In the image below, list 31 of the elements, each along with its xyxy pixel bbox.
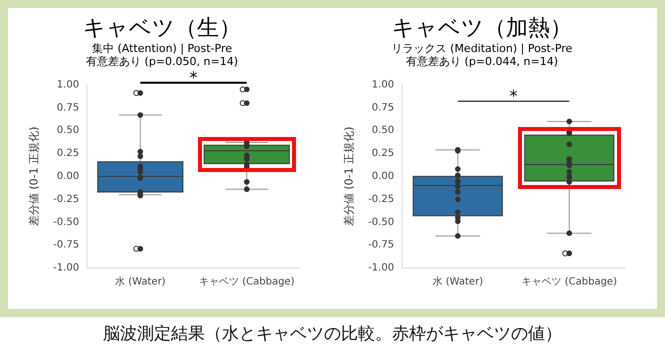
y-tick-label: -0.25 — [53, 194, 80, 205]
y-tick-label: -1.00 — [53, 262, 80, 274]
chart-title: キャベツ（加熱） — [392, 16, 572, 41]
text: 脳波測定結果（水とキャベツの比較。赤枠がキャベツの値） — [102, 323, 563, 345]
x-tick-label: キャベツ (Cabbage) — [199, 276, 295, 288]
y-tick-label: 0.75 — [372, 102, 394, 114]
y-tick-label: -0.75 — [368, 240, 394, 251]
y-tick-label: -0.50 — [368, 216, 394, 228]
chart-subtitle: リラックス (Meditation) | Post-Pre 有意差あり (p=0.044, n=14) — [392, 42, 573, 68]
y-tick-label: -0.75 — [53, 240, 80, 251]
y-tick-label: 1.00 — [56, 79, 80, 90]
y-tick-label: 0.00 — [56, 170, 80, 182]
y-tick-label: 0.25 — [372, 148, 394, 160]
y-tick-label: -0.50 — [53, 216, 80, 228]
y-tick-label: 0.50 — [372, 125, 394, 136]
y-tick-label: 0.75 — [56, 102, 80, 114]
y-axis-title: 差分値 (0-1 正規化) — [342, 126, 356, 226]
annotation: * — [190, 68, 198, 87]
annotation: * — [510, 86, 518, 106]
y-tick-label: 0.25 — [56, 148, 80, 160]
y-tick-label: -1.00 — [368, 262, 394, 274]
y-tick-label: 0.00 — [372, 170, 394, 182]
chart-title: キャベツ（生） — [83, 16, 241, 41]
x-tick-label: 水 (Water) — [115, 276, 166, 288]
chart-subtitle: 集中 (Attention) | Post-Pre 有意差あり (p=0.050, n=14) — [86, 42, 238, 68]
y-tick-label: -0.25 — [368, 194, 394, 205]
x-tick-label: キャベツ (Cabbage) — [522, 276, 618, 288]
y-tick-label: 1.00 — [372, 79, 394, 90]
y-axis-title: 差分値 (0-1 正規化) — [27, 126, 40, 226]
y-tick-label: 0.50 — [56, 125, 80, 136]
x-tick-label: 水 (Water) — [432, 276, 484, 288]
